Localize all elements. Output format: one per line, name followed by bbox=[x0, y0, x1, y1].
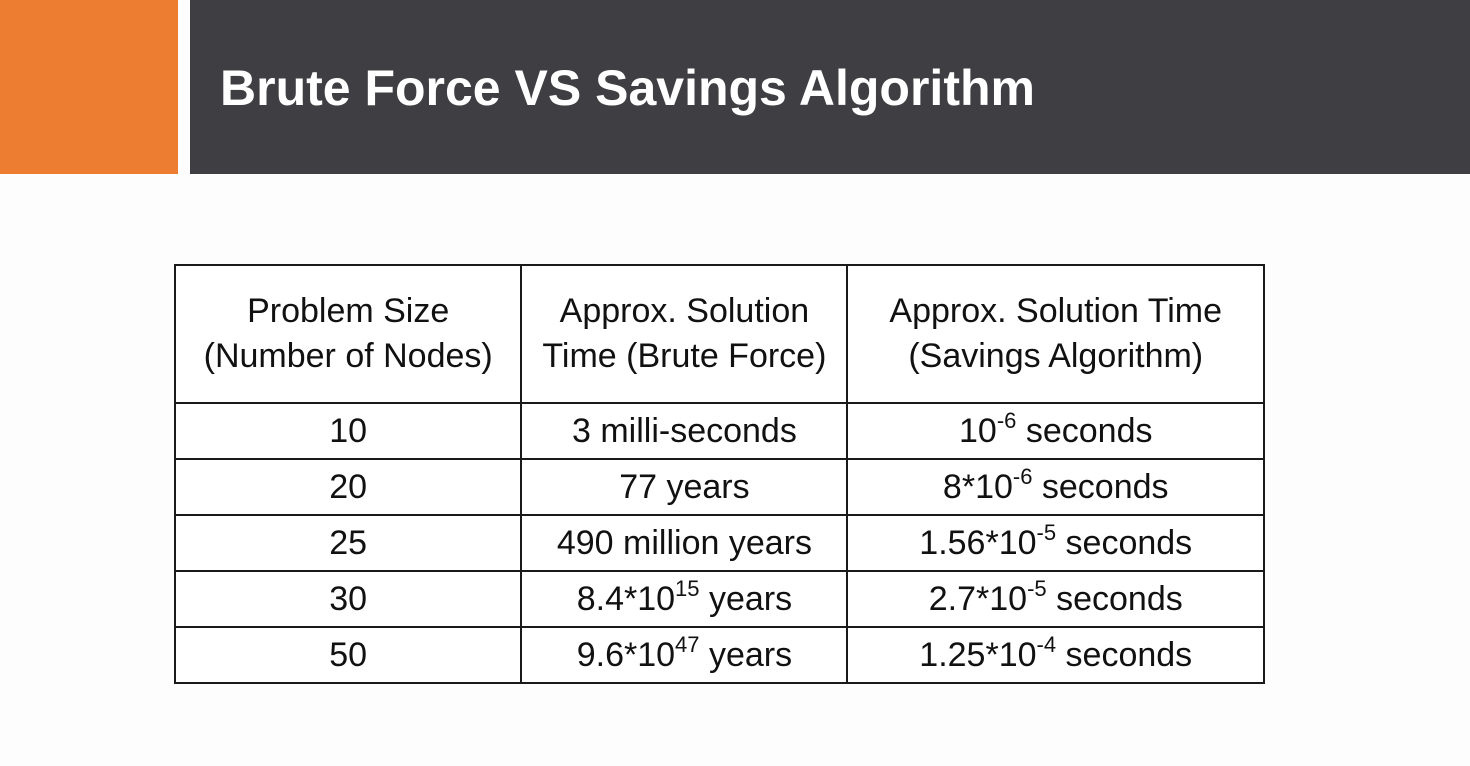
table-row: 30 8.4*1015 years 2.7*10-5 seconds bbox=[173, 570, 1265, 628]
value-unit: seconds bbox=[1032, 467, 1169, 506]
value-exponent: 15 bbox=[675, 575, 700, 601]
title-bar: Brute Force VS Savings Algorithm bbox=[190, 0, 1470, 174]
value-unit: seconds bbox=[1016, 411, 1153, 450]
value-unit: years bbox=[699, 635, 793, 674]
cell-problem-size: 30 bbox=[173, 570, 523, 628]
value-unit: years bbox=[699, 579, 793, 618]
value-base: 8*10 bbox=[942, 467, 1013, 506]
table-row: 50 9.6*1047 years 1.25*10-4 seconds bbox=[173, 626, 1265, 684]
cell-problem-size: 50 bbox=[173, 626, 523, 684]
slide-title: Brute Force VS Savings Algorithm bbox=[220, 60, 1035, 116]
cell-brute-force-time: 8.4*1015 years bbox=[520, 570, 849, 628]
value-base: 3 milli-seconds bbox=[571, 411, 797, 450]
value-exponent: -4 bbox=[1036, 631, 1057, 657]
header-savings-time: Approx. Solution Time (Savings Algorithm… bbox=[846, 264, 1265, 404]
cell-brute-force-time: 9.6*1047 years bbox=[520, 626, 849, 684]
value-exponent: -5 bbox=[1036, 519, 1057, 545]
orange-accent-block bbox=[0, 0, 178, 174]
value-exponent: -6 bbox=[996, 407, 1017, 433]
value-unit: seconds bbox=[1046, 579, 1183, 618]
cell-problem-size: 10 bbox=[173, 402, 523, 460]
cell-brute-force-time: 77 years bbox=[520, 458, 849, 516]
table-header-row: Problem Size (Number of Nodes) Approx. S… bbox=[173, 264, 1265, 404]
header-line: Problem Size bbox=[247, 292, 450, 331]
value-base: 9.6*10 bbox=[576, 635, 676, 674]
table-row: 25 490 million years 1.56*10-5 seconds bbox=[173, 514, 1265, 572]
value-base: 77 years bbox=[619, 467, 750, 506]
cell-savings-time: 1.25*10-4 seconds bbox=[846, 626, 1265, 684]
cell-brute-force-time: 490 million years bbox=[520, 514, 849, 572]
table-row: 10 3 milli-seconds 10-6 seconds bbox=[173, 402, 1265, 460]
cell-savings-time: 10-6 seconds bbox=[846, 402, 1265, 460]
cell-savings-time: 1.56*10-5 seconds bbox=[846, 514, 1265, 572]
value-base: 1.25*10 bbox=[919, 635, 1037, 674]
header-problem-size: Problem Size (Number of Nodes) bbox=[173, 264, 523, 404]
value-unit: seconds bbox=[1056, 523, 1193, 562]
cell-problem-size: 20 bbox=[173, 458, 523, 516]
value-base: 1.56*10 bbox=[919, 523, 1037, 562]
value-base: 2.7*10 bbox=[928, 579, 1028, 618]
header-line: Approx. Solution Time bbox=[889, 292, 1223, 331]
value-exponent: 47 bbox=[675, 631, 700, 657]
header-line: Time (Brute Force) bbox=[542, 337, 827, 375]
cell-brute-force-time: 3 milli-seconds bbox=[520, 402, 849, 460]
comparison-table: Problem Size (Number of Nodes) Approx. S… bbox=[173, 264, 1265, 684]
header-brute-force-time: Approx. Solution Time (Brute Force) bbox=[520, 264, 849, 404]
value-base: 490 million years bbox=[556, 523, 812, 562]
header-line: (Savings Algorithm) bbox=[908, 337, 1204, 375]
value-base: 8.4*10 bbox=[576, 579, 676, 618]
cell-savings-time: 2.7*10-5 seconds bbox=[846, 570, 1265, 628]
value-unit: seconds bbox=[1056, 635, 1193, 674]
cell-problem-size: 25 bbox=[173, 514, 523, 572]
value-base: 10 bbox=[959, 411, 997, 450]
header-line: (Number of Nodes) bbox=[203, 337, 493, 375]
header-line: Approx. Solution bbox=[559, 292, 810, 331]
value-exponent: -5 bbox=[1027, 575, 1047, 601]
value-exponent: -6 bbox=[1012, 463, 1033, 489]
table-row: 20 77 years 8*10-6 seconds bbox=[173, 458, 1265, 516]
cell-savings-time: 8*10-6 seconds bbox=[846, 458, 1265, 516]
